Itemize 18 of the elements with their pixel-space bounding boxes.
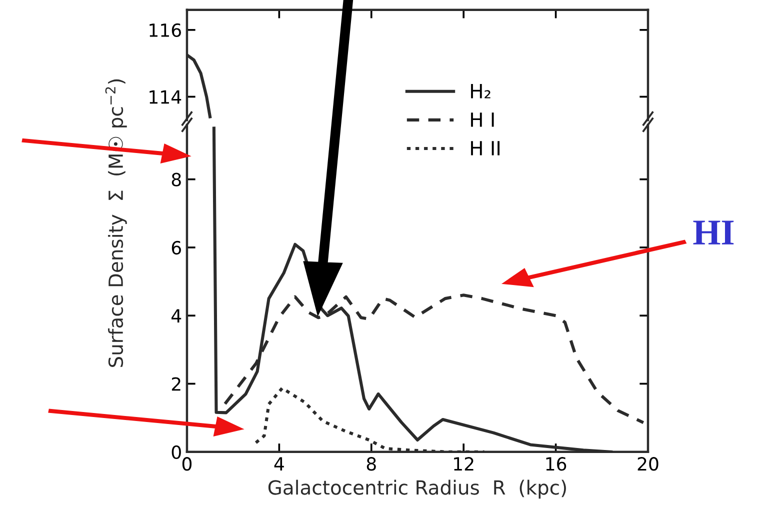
x-tick-label: 16	[546, 457, 566, 471]
x-axis-title: Galactocentric Radius R (kpc)	[268, 480, 566, 499]
legend-label: H II	[471, 141, 500, 156]
y-tick-label: 0	[172, 445, 181, 459]
y-tick-label: 6	[172, 240, 181, 255]
y-tick-label: 116	[150, 23, 181, 38]
x-tick-label: 0	[182, 457, 192, 471]
x-tick-label: 4	[274, 457, 284, 470]
legend-label: H₂	[471, 84, 490, 98]
x-tick-label: 12	[454, 457, 474, 470]
x-tick-label: 20	[638, 457, 658, 471]
y-tick-label: 2	[172, 377, 180, 391]
text: HI	[693, 220, 734, 244]
x-tick-label: 8	[366, 457, 376, 471]
legend-label: H I	[471, 112, 494, 127]
y-tick-label: 114	[150, 90, 182, 104]
y-tick-label: 4	[172, 309, 182, 322]
y-tick-label: 8	[172, 172, 181, 186]
